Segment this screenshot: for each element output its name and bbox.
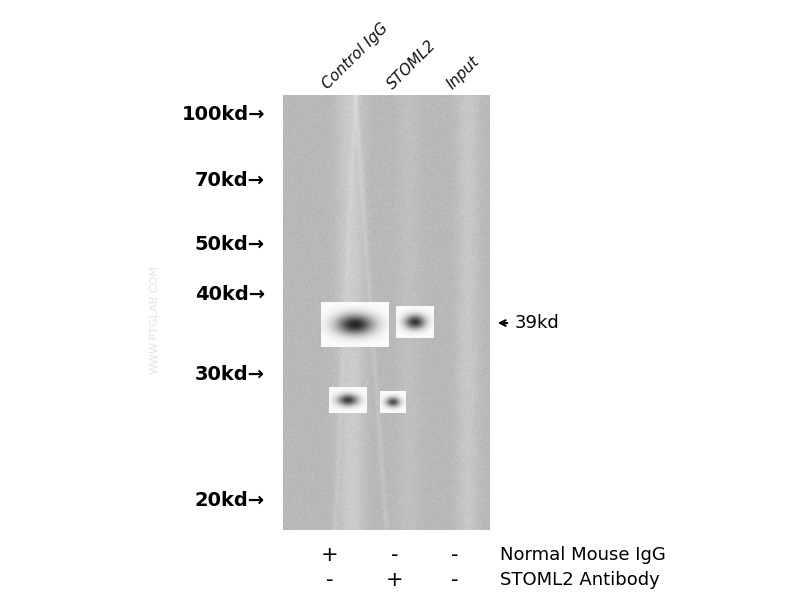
Text: +: + (386, 570, 404, 590)
Text: STOML2 Antibody: STOML2 Antibody (500, 571, 660, 589)
Text: 100kd→: 100kd→ (182, 106, 265, 124)
Text: Control IgG: Control IgG (319, 20, 391, 92)
Text: WWW.PTGLAB.COM: WWW.PTGLAB.COM (150, 265, 160, 374)
Text: +: + (321, 545, 339, 565)
Text: STOML2: STOML2 (384, 37, 439, 92)
Text: -: - (326, 570, 334, 590)
Text: 50kd→: 50kd→ (195, 235, 265, 254)
Text: 30kd→: 30kd→ (195, 365, 265, 385)
Text: 39kd: 39kd (515, 314, 560, 332)
Text: Input: Input (444, 53, 483, 92)
Text: Normal Mouse IgG: Normal Mouse IgG (500, 546, 666, 564)
Text: 70kd→: 70kd→ (195, 170, 265, 190)
Text: 20kd→: 20kd→ (195, 491, 265, 509)
Text: 40kd→: 40kd→ (195, 286, 265, 304)
Text: -: - (451, 570, 458, 590)
Text: -: - (451, 545, 458, 565)
Text: -: - (391, 545, 398, 565)
